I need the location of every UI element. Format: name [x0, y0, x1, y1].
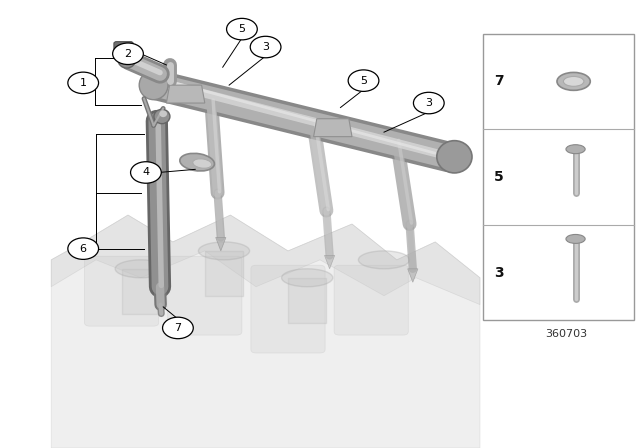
Text: 7: 7: [494, 74, 504, 88]
Text: 4: 4: [142, 168, 150, 177]
Ellipse shape: [436, 141, 472, 173]
FancyBboxPatch shape: [251, 265, 325, 353]
Ellipse shape: [154, 109, 170, 124]
Polygon shape: [216, 237, 226, 251]
Ellipse shape: [140, 70, 168, 99]
Polygon shape: [324, 255, 335, 269]
Polygon shape: [408, 269, 418, 282]
FancyBboxPatch shape: [168, 256, 242, 335]
Polygon shape: [51, 215, 480, 305]
Text: 6: 6: [80, 244, 86, 254]
Ellipse shape: [115, 260, 166, 278]
Ellipse shape: [566, 145, 585, 154]
Text: 7: 7: [174, 323, 182, 333]
Circle shape: [250, 36, 281, 58]
Text: 3: 3: [426, 98, 432, 108]
Circle shape: [413, 92, 444, 114]
FancyBboxPatch shape: [334, 265, 408, 335]
Ellipse shape: [193, 159, 212, 168]
FancyBboxPatch shape: [114, 42, 133, 59]
Circle shape: [68, 72, 99, 94]
Circle shape: [131, 162, 161, 183]
Text: 5: 5: [360, 76, 367, 86]
Ellipse shape: [180, 153, 214, 171]
FancyBboxPatch shape: [84, 256, 159, 326]
Ellipse shape: [566, 234, 585, 243]
Ellipse shape: [159, 110, 167, 117]
Ellipse shape: [557, 73, 590, 90]
Bar: [288, 278, 326, 323]
FancyBboxPatch shape: [483, 34, 634, 320]
Bar: [205, 251, 243, 296]
Ellipse shape: [358, 251, 410, 269]
Text: 5: 5: [494, 170, 504, 184]
Polygon shape: [314, 119, 352, 137]
Ellipse shape: [563, 77, 584, 86]
Text: 5: 5: [239, 24, 245, 34]
Text: 3: 3: [494, 266, 504, 280]
Text: 360703: 360703: [545, 329, 587, 339]
Text: 1: 1: [80, 78, 86, 88]
Polygon shape: [51, 215, 480, 448]
Text: 2: 2: [124, 49, 132, 59]
Bar: [122, 269, 160, 314]
Circle shape: [227, 18, 257, 40]
Circle shape: [348, 70, 379, 91]
Ellipse shape: [118, 50, 136, 68]
Polygon shape: [166, 85, 205, 103]
Ellipse shape: [198, 242, 250, 260]
Text: 3: 3: [262, 42, 269, 52]
Circle shape: [68, 238, 99, 259]
Ellipse shape: [282, 269, 333, 287]
Circle shape: [113, 43, 143, 65]
Circle shape: [163, 317, 193, 339]
